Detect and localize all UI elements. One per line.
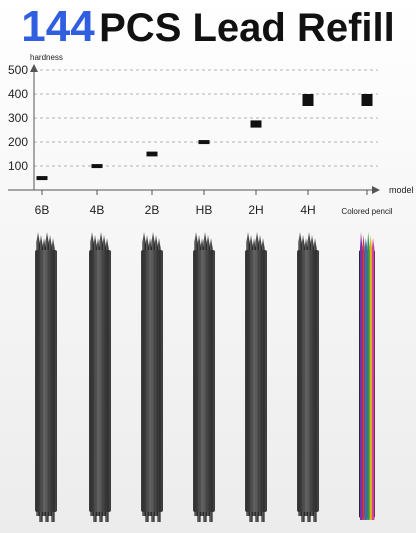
- data-point-2h: [250, 120, 262, 128]
- data-point-2b: [146, 151, 158, 157]
- y-axis-label: hardness: [30, 53, 63, 62]
- y-tick-label-400: 400: [8, 87, 28, 101]
- y-axis-arrow: [30, 64, 38, 72]
- data-point-4h: [302, 94, 314, 106]
- title-count: 144: [21, 2, 95, 51]
- x-tick-label-colored-pencil: Colored pencil: [341, 207, 392, 216]
- y-tick-label-200: 200: [8, 135, 28, 149]
- data-point-6b: [36, 176, 48, 181]
- x-axis-arrow: [372, 186, 380, 194]
- x-tick-label-4h: 4H: [300, 203, 315, 217]
- x-tick-label-4b: 4B: [90, 203, 105, 217]
- y-tick-label-500: 500: [8, 63, 28, 77]
- x-tick-label-2h: 2H: [248, 203, 263, 217]
- y-tick-label-300: 300: [8, 111, 28, 125]
- x-tick-label-6b: 6B: [35, 203, 50, 217]
- x-tick-label-2b: 2B: [145, 203, 160, 217]
- title-text: PCS Lead Refill: [99, 6, 395, 50]
- page-title: 144 PCS Lead Refill: [0, 2, 416, 52]
- data-point-colored-pencil: [361, 94, 373, 106]
- data-point-hb: [198, 140, 210, 145]
- x-tick-label-hb: HB: [196, 203, 213, 217]
- y-tick-label-100: 100: [8, 159, 28, 173]
- x-axis-label: model: [389, 185, 414, 195]
- data-point-4b: [91, 164, 103, 169]
